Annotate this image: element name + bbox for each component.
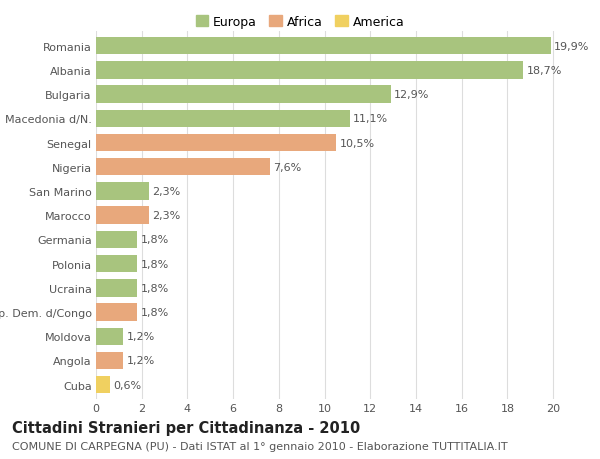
Text: 18,7%: 18,7% (527, 66, 562, 76)
Text: Cittadini Stranieri per Cittadinanza - 2010: Cittadini Stranieri per Cittadinanza - 2… (12, 420, 360, 435)
Text: 1,8%: 1,8% (140, 259, 169, 269)
Text: 1,8%: 1,8% (140, 235, 169, 245)
Bar (96, 376, 110, 393)
Bar (96, 255, 137, 273)
Legend: Europa, Africa, America: Europa, Africa, America (191, 11, 409, 34)
Bar (96, 207, 149, 224)
Bar (96, 38, 551, 56)
Text: 1,2%: 1,2% (127, 331, 155, 341)
Text: 7,6%: 7,6% (273, 162, 301, 173)
Text: 19,9%: 19,9% (554, 42, 590, 51)
Bar (96, 159, 270, 176)
Bar (96, 304, 137, 321)
Text: 2,3%: 2,3% (152, 186, 180, 196)
Text: 2,3%: 2,3% (152, 211, 180, 221)
Bar (96, 280, 137, 297)
Text: 0,6%: 0,6% (113, 380, 141, 390)
Bar (96, 62, 523, 79)
Text: 12,9%: 12,9% (394, 90, 430, 100)
Text: 1,8%: 1,8% (140, 308, 169, 317)
Text: 1,8%: 1,8% (140, 283, 169, 293)
Bar (96, 231, 137, 249)
Bar (96, 183, 149, 200)
Text: 11,1%: 11,1% (353, 114, 388, 124)
Bar (96, 86, 391, 104)
Text: COMUNE DI CARPEGNA (PU) - Dati ISTAT al 1° gennaio 2010 - Elaborazione TUTTITALI: COMUNE DI CARPEGNA (PU) - Dati ISTAT al … (12, 441, 508, 451)
Bar (96, 352, 124, 369)
Text: 10,5%: 10,5% (340, 138, 374, 148)
Bar (96, 111, 350, 128)
Bar (96, 328, 124, 345)
Bar (96, 134, 336, 152)
Text: 1,2%: 1,2% (127, 356, 155, 366)
